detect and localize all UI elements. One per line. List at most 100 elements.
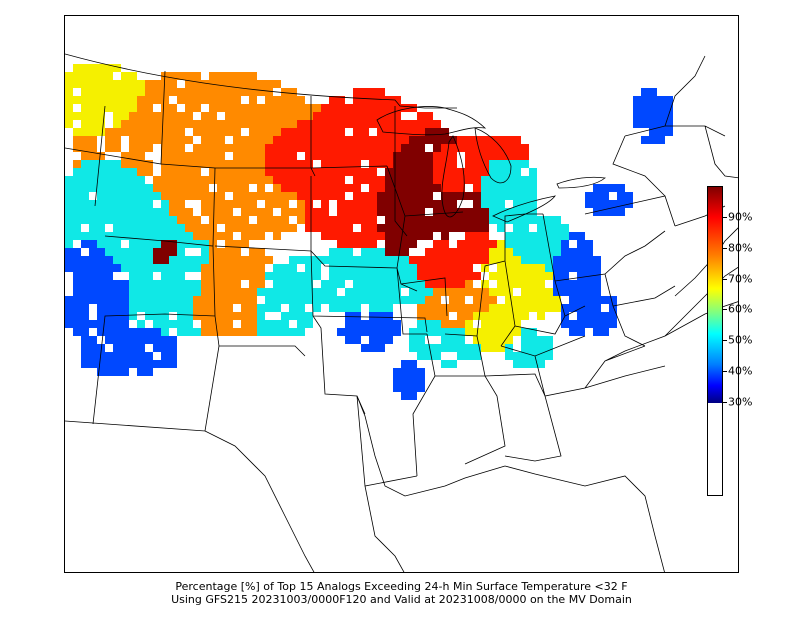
field-cell — [169, 184, 177, 192]
field-cell — [89, 336, 97, 344]
field-cell — [305, 168, 313, 176]
field-cell — [305, 296, 313, 304]
field-cell — [113, 232, 121, 240]
field-cell — [353, 200, 361, 208]
field-cell — [89, 88, 97, 96]
field-cell — [441, 304, 449, 312]
lake-michigan — [441, 135, 465, 218]
field-cell — [433, 176, 441, 184]
field-cell — [113, 344, 121, 352]
field-cell — [233, 72, 241, 80]
field-cell — [505, 328, 513, 336]
field-cell — [265, 192, 273, 200]
field-cell — [337, 264, 345, 272]
field-cell — [129, 264, 137, 272]
field-cell — [409, 296, 417, 304]
field-cell — [177, 88, 185, 96]
field-cell — [273, 232, 281, 240]
field-cell — [313, 144, 321, 152]
field-cell — [73, 296, 81, 304]
field-cell — [497, 272, 505, 280]
field-cell — [121, 296, 129, 304]
field-cell — [425, 152, 433, 160]
field-cell — [289, 192, 297, 200]
field-cell — [121, 232, 129, 240]
field-cell — [521, 296, 529, 304]
field-cell — [513, 224, 521, 232]
field-cell — [185, 112, 193, 120]
field-cell — [449, 192, 457, 200]
field-cell — [137, 328, 145, 336]
field-cell — [465, 208, 473, 216]
field-cell — [553, 280, 561, 288]
field-cell — [121, 344, 129, 352]
field-cell — [97, 304, 105, 312]
field-cell — [225, 232, 233, 240]
field-cell — [121, 184, 129, 192]
field-cell — [177, 304, 185, 312]
field-cell — [465, 240, 473, 248]
field-cell — [385, 272, 393, 280]
field-cell — [481, 256, 489, 264]
field-cell — [593, 288, 601, 296]
field-cell — [161, 232, 169, 240]
field-cell — [185, 152, 193, 160]
field-cell — [513, 320, 521, 328]
field-cell — [433, 256, 441, 264]
field-cell — [377, 320, 385, 328]
field-cell — [145, 280, 153, 288]
field-cell — [385, 296, 393, 304]
field-cell — [225, 128, 233, 136]
field-cell — [425, 272, 433, 280]
field-cell — [257, 104, 265, 112]
field-cell — [65, 72, 73, 80]
field-cell — [129, 352, 137, 360]
field-cell — [409, 168, 417, 176]
field-cell — [137, 104, 145, 112]
field-cell — [233, 136, 241, 144]
field-cell — [257, 176, 265, 184]
field-cell — [529, 200, 537, 208]
field-cell — [73, 288, 81, 296]
field-cell — [305, 160, 313, 168]
field-cell — [361, 272, 369, 280]
field-cell — [601, 192, 609, 200]
field-cell — [89, 176, 97, 184]
field-cell — [289, 328, 297, 336]
field-cell — [321, 232, 329, 240]
field-cell — [289, 144, 297, 152]
field-cell — [369, 152, 377, 160]
colorbar — [707, 186, 723, 496]
field-cell — [385, 184, 393, 192]
field-cell — [521, 264, 529, 272]
field-cell — [121, 248, 129, 256]
field-cell — [257, 280, 265, 288]
field-cell — [553, 264, 561, 272]
field-cell — [633, 96, 641, 104]
field-cell — [433, 320, 441, 328]
field-cell — [257, 272, 265, 280]
field-cell — [233, 296, 241, 304]
field-cell — [105, 264, 113, 272]
field-cell — [105, 248, 113, 256]
field-cell — [433, 208, 441, 216]
field-cell — [113, 216, 121, 224]
field-cell — [377, 296, 385, 304]
field-cell — [369, 104, 377, 112]
field-cell — [353, 296, 361, 304]
field-cell — [217, 280, 225, 288]
field-cell — [353, 168, 361, 176]
field-cell — [233, 248, 241, 256]
field-cell — [193, 184, 201, 192]
field-cell — [513, 360, 521, 368]
field-cell — [65, 240, 73, 248]
field-cell — [65, 208, 73, 216]
field-cell — [185, 96, 193, 104]
field-cell — [281, 200, 289, 208]
field-cell — [473, 208, 481, 216]
field-cell — [233, 168, 241, 176]
field-cell — [465, 160, 473, 168]
field-cell — [577, 296, 585, 304]
field-cell — [257, 160, 265, 168]
field-cell — [433, 240, 441, 248]
